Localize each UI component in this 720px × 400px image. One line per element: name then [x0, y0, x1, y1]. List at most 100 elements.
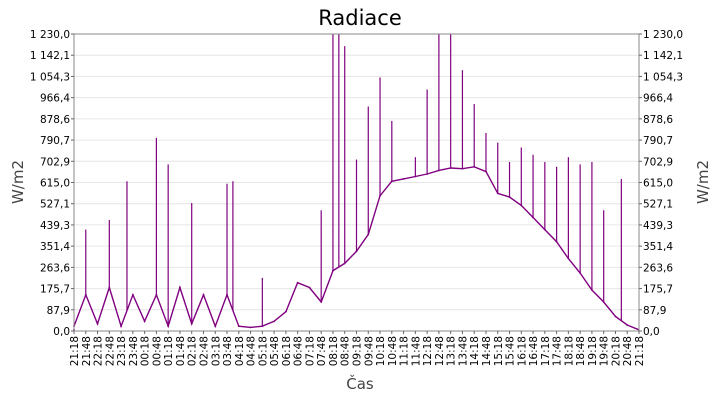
- series-point: [131, 293, 134, 296]
- x-tick-label: 14:48: [481, 336, 493, 366]
- x-tick-label: 20:48: [622, 336, 634, 366]
- y-tick-label-right: 175,7: [643, 284, 673, 296]
- series-point: [284, 310, 287, 313]
- series-point: [332, 269, 334, 272]
- series-point: [626, 324, 629, 326]
- x-tick-label: 13:18: [446, 336, 458, 366]
- series-point: [155, 293, 158, 296]
- x-tick-label: 18:48: [575, 336, 587, 366]
- y-tick-label-right: 878,6: [643, 114, 673, 126]
- series-point: [591, 289, 593, 291]
- series-point: [84, 293, 87, 296]
- series-point: [614, 315, 617, 318]
- series-point: [555, 240, 558, 243]
- x-tick-label: 00:18: [140, 336, 152, 366]
- x-tick-label: 12:18: [422, 336, 434, 366]
- x-tick-label: 01:48: [175, 336, 187, 366]
- y-tick-label-left: 966,4: [40, 93, 70, 105]
- series-point: [296, 281, 299, 284]
- y-axis-label-right: W/m2: [694, 160, 712, 204]
- series-point: [508, 196, 511, 198]
- y-tick-label-right: 439,3: [643, 220, 673, 232]
- series-point: [579, 272, 582, 274]
- x-tick-label: 23:18: [116, 336, 128, 366]
- series-point: [249, 326, 252, 329]
- x-tick-label: 11:48: [410, 336, 422, 366]
- y-tick-label-left: 0,0: [53, 326, 70, 338]
- y-tick-label-left: 615,0: [40, 178, 70, 190]
- x-tick-label: 09:18: [352, 336, 364, 366]
- y-tick-label-right: 966,4: [643, 93, 673, 105]
- y-tick-label-right: 1 142,1: [643, 50, 683, 62]
- x-tick-label: 23:48: [128, 336, 140, 366]
- y-tick-label-right: 351,4: [643, 241, 673, 253]
- series-point: [355, 250, 358, 253]
- x-tick-label: 04:18: [234, 336, 246, 366]
- series-point: [390, 180, 393, 183]
- x-tick-label: 02:48: [198, 336, 210, 366]
- x-tick-label: 19:48: [599, 336, 611, 366]
- series-point: [437, 169, 440, 172]
- y-tick-label-left: 790,7: [40, 135, 70, 147]
- x-tick-label: 12:48: [434, 336, 446, 366]
- x-tick-label: 10:48: [387, 336, 399, 366]
- x-tick-label: 15:18: [493, 336, 505, 366]
- series-point: [461, 167, 464, 170]
- x-tick-label: 02:18: [187, 336, 199, 366]
- y-tick-label-right: 1 230,0: [643, 29, 683, 41]
- x-tick-label: 08:18: [328, 336, 340, 366]
- series-point: [496, 192, 499, 195]
- y-tick-label-left: 175,7: [40, 284, 70, 296]
- series-point: [343, 262, 346, 265]
- y-tick-label-right: 527,1: [643, 199, 673, 211]
- x-tick-label: 17:48: [552, 336, 564, 366]
- y-tick-label-left: 1 230,0: [30, 29, 70, 41]
- y-axis-left: 0,0 87,9 175,7 263,6 351,4 439,3 527,1 615,0 702…: [30, 29, 74, 338]
- series-point: [532, 216, 534, 219]
- series-point: [402, 177, 405, 180]
- data-layer: [73, 34, 640, 331]
- series-point: [143, 320, 146, 323]
- x-tick-label: 06:18: [281, 336, 293, 366]
- x-tick-label: 14:18: [469, 336, 481, 366]
- y-tick-label-left: 439,3: [40, 220, 70, 232]
- y-tick-label-left: 351,4: [40, 241, 70, 253]
- y-tick-label-left: 1 054,3: [30, 71, 70, 83]
- y-tick-label-right: 702,9: [643, 156, 673, 168]
- x-tick-label: 20:18: [610, 336, 622, 366]
- series-point: [449, 167, 452, 169]
- x-tick-label: 21:48: [81, 336, 93, 366]
- y-tick-label-right: 1 054,3: [643, 71, 683, 83]
- x-tick-label: 21:18: [69, 336, 81, 366]
- y-tick-label-left: 878,6: [40, 114, 70, 126]
- series-point: [543, 228, 546, 231]
- y-tick-label-right: 263,6: [643, 262, 673, 274]
- x-tick-label: 07:18: [304, 336, 316, 366]
- series-point: [226, 293, 228, 296]
- x-tick-label: 17:18: [540, 336, 552, 366]
- x-tick-label: 13:48: [457, 336, 469, 366]
- series-point: [320, 301, 323, 303]
- x-tick-label: 19:18: [587, 336, 599, 366]
- x-tick-label: 16:18: [516, 336, 528, 366]
- series-point: [520, 204, 523, 207]
- x-tick-label: 11:18: [399, 336, 411, 366]
- series-point: [261, 325, 264, 328]
- x-tick-label: 21:18: [634, 336, 646, 366]
- series-point: [485, 170, 487, 173]
- x-tick-label: 16:48: [528, 336, 540, 366]
- series-point: [273, 320, 276, 323]
- x-tick-label: 07:48: [316, 336, 328, 366]
- series-point: [308, 286, 311, 289]
- y-tick-label-left: 263,6: [40, 262, 70, 274]
- chart-title: Radiace: [318, 6, 402, 30]
- y-tick-label-left: 1 142,1: [30, 50, 70, 62]
- series-point: [473, 165, 476, 168]
- series-point: [108, 286, 111, 289]
- x-tick-label: 22:48: [104, 336, 116, 366]
- x-tick-label: 05:48: [269, 336, 281, 366]
- series-point: [237, 325, 240, 328]
- series-point: [120, 325, 122, 328]
- x-tick-label: 04:48: [246, 336, 258, 366]
